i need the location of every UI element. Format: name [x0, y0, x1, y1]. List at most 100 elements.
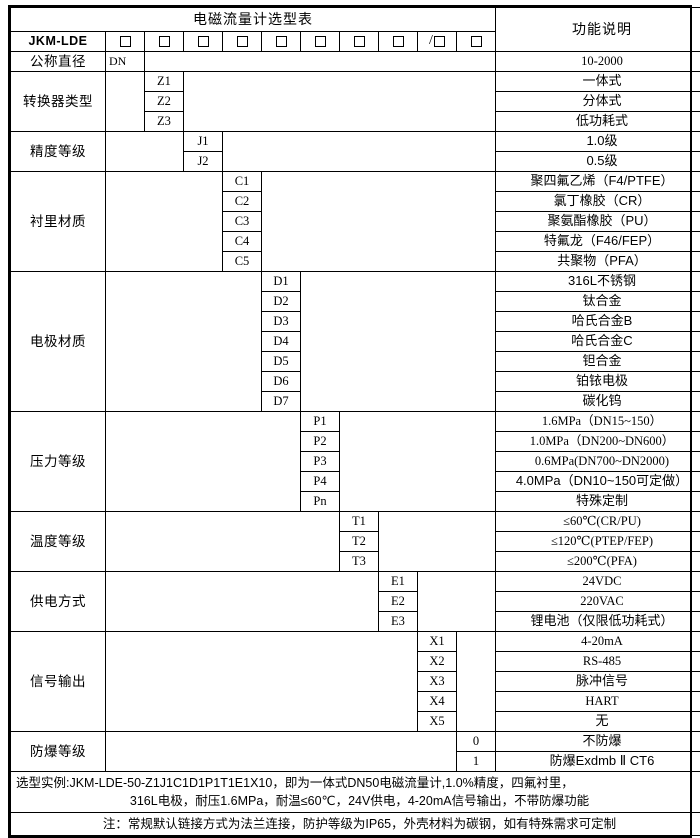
description-cell: 0.5级 — [496, 152, 700, 172]
code-cell[interactable]: D4 — [262, 332, 301, 352]
description-cell: 氯丁橡胶（CR） — [496, 192, 700, 212]
code-cell[interactable]: E2 — [379, 592, 418, 612]
description-cell: ≤200℃(PFA) — [496, 552, 700, 572]
param-name-5: 电极材质 — [11, 272, 106, 412]
code-cell[interactable]: D6 — [262, 372, 301, 392]
code-box[interactable] — [315, 36, 326, 47]
description-cell: 不防爆 — [496, 732, 700, 752]
code-box-cell-3[interactable] — [184, 32, 223, 52]
code-box[interactable] — [120, 36, 131, 47]
code-cell[interactable]: 1 — [457, 752, 496, 772]
param-name-10: 防爆等级 — [11, 732, 106, 772]
description-cell: 哈氏合金C — [496, 332, 700, 352]
code-cell[interactable]: D2 — [262, 292, 301, 312]
code-box-cell-10[interactable] — [457, 32, 496, 52]
code-cell[interactable]: P3 — [301, 452, 340, 472]
code-cell[interactable]: P4 — [301, 472, 340, 492]
spacer-left — [106, 172, 223, 272]
code-box-cell-8[interactable] — [379, 32, 418, 52]
spacer-left — [106, 732, 457, 772]
description-cell: 特殊定制 — [496, 492, 700, 512]
code-cell[interactable]: E1 — [379, 572, 418, 592]
code-box-cell-6[interactable] — [301, 32, 340, 52]
code-box[interactable] — [471, 36, 482, 47]
spacer-right — [145, 52, 496, 72]
model-prefix-label: JKM-LDE — [11, 32, 106, 52]
param-name-7: 温度等级 — [11, 512, 106, 572]
description-cell: 特氟龙（F46/FEP） — [496, 232, 700, 252]
code-cell[interactable]: D3 — [262, 312, 301, 332]
description-cell: 一体式 — [496, 72, 700, 92]
example-row: 选型实例:JKM-LDE-50-Z1J1C1D1P1T1E1X10，即为一体式D… — [11, 772, 700, 813]
code-cell[interactable]: X4 — [418, 692, 457, 712]
param-name-9: 信号输出 — [11, 632, 106, 732]
code-cell[interactable]: X5 — [418, 712, 457, 732]
code-cell[interactable]: D7 — [262, 392, 301, 412]
code-box-cell-1[interactable] — [106, 32, 145, 52]
description-cell: 碳化钨 — [496, 392, 700, 412]
code-cell[interactable]: C2 — [223, 192, 262, 212]
code-cell[interactable]: T3 — [340, 552, 379, 572]
description-cell: 哈氏合金B — [496, 312, 700, 332]
code-cell[interactable]: C4 — [223, 232, 262, 252]
description-cell: 10-2000 — [496, 52, 700, 72]
param-name-3: 精度等级 — [11, 132, 106, 172]
code-cell[interactable]: X2 — [418, 652, 457, 672]
description-cell: 0.6MPa(DN700~DN2000) — [496, 452, 700, 472]
description-cell: 1.0MPa（DN200~DN600） — [496, 432, 700, 452]
code-box-cell-7[interactable] — [340, 32, 379, 52]
code-box-cell-9[interactable]: / — [418, 32, 457, 52]
code-cell[interactable]: E3 — [379, 612, 418, 632]
param-name-1: 公称直径 — [11, 52, 106, 72]
code-cell[interactable]: Z1 — [145, 72, 184, 92]
code-cell[interactable]: D5 — [262, 352, 301, 372]
code-cell[interactable]: P2 — [301, 432, 340, 452]
description-cell: 4-20mA — [496, 632, 700, 652]
code-cell[interactable]: T2 — [340, 532, 379, 552]
code-box[interactable] — [434, 36, 445, 47]
selection-example: 选型实例:JKM-LDE-50-Z1J1C1D1P1T1E1X10，即为一体式D… — [11, 772, 700, 813]
code-cell[interactable]: D1 — [262, 272, 301, 292]
code-cell[interactable]: P1 — [301, 412, 340, 432]
description-cell: 防爆Exdmb Ⅱ CT6 — [496, 752, 700, 772]
code-box[interactable] — [276, 36, 287, 47]
param-name-8: 供电方式 — [11, 572, 106, 632]
code-cell[interactable]: Pn — [301, 492, 340, 512]
code-box[interactable] — [159, 36, 170, 47]
code-box-cell-2[interactable] — [145, 32, 184, 52]
spacer-left — [106, 412, 301, 512]
code-cell[interactable]: Z2 — [145, 92, 184, 112]
code-cell[interactable]: X3 — [418, 672, 457, 692]
code-cell[interactable]: C5 — [223, 252, 262, 272]
code-cell[interactable]: 0 — [457, 732, 496, 752]
code-cell[interactable]: DN — [106, 52, 145, 72]
code-box[interactable] — [198, 36, 209, 47]
description-cell: 4.0MPa（DN10~150可定做） — [496, 472, 700, 492]
code-box-cell-5[interactable] — [262, 32, 301, 52]
code-box-cell-4[interactable] — [223, 32, 262, 52]
code-cell[interactable]: T1 — [340, 512, 379, 532]
description-cell: ≤60℃(CR/PU) — [496, 512, 700, 532]
code-box[interactable] — [354, 36, 365, 47]
code-cell[interactable]: Z3 — [145, 112, 184, 132]
table-title: 电磁流量计选型表 — [11, 8, 496, 32]
code-cell[interactable]: X1 — [418, 632, 457, 652]
description-cell: 聚四氟乙烯（F4/PTFE） — [496, 172, 700, 192]
spacer-right — [262, 172, 496, 272]
spacer-right — [184, 72, 496, 132]
code-box[interactable] — [393, 36, 404, 47]
code-cell[interactable]: J2 — [184, 152, 223, 172]
code-cell[interactable]: C3 — [223, 212, 262, 232]
code-cell[interactable]: J1 — [184, 132, 223, 152]
code-cell[interactable]: C1 — [223, 172, 262, 192]
code-box[interactable] — [237, 36, 248, 47]
